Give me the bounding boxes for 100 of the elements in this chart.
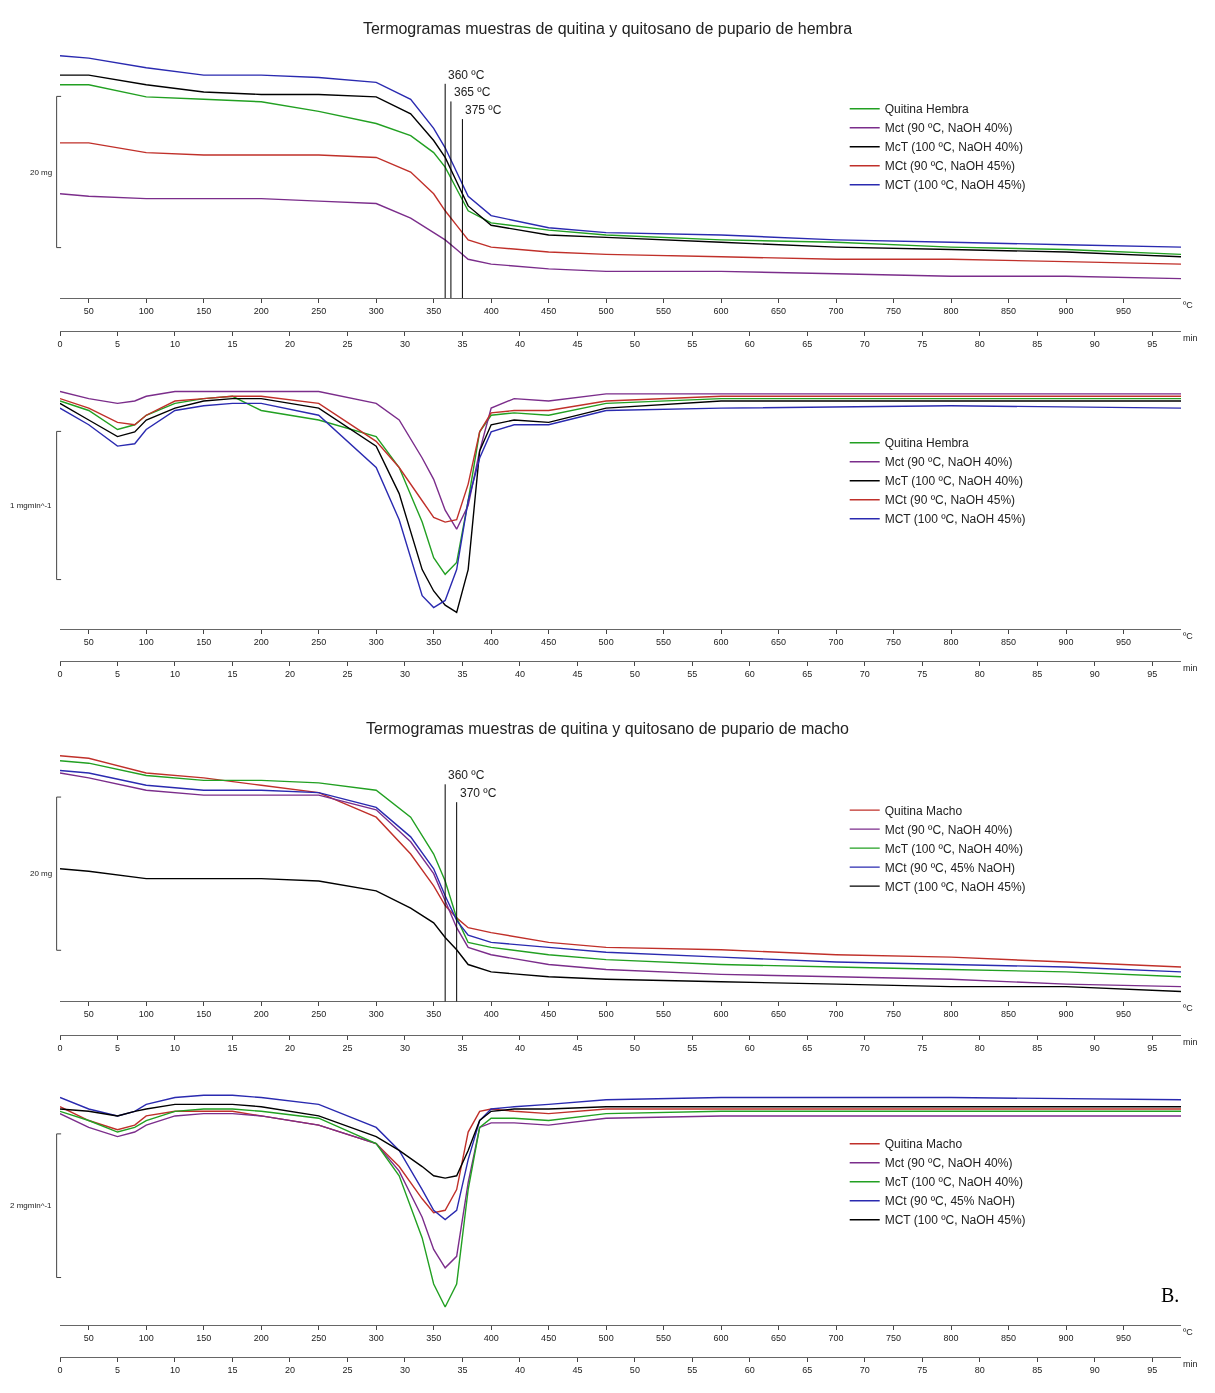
x-tick-label: 850	[1001, 305, 1017, 316]
x2-tick-label: 55	[687, 669, 698, 680]
x-tick-label: 700	[828, 636, 844, 647]
legend-label: Quitina Macho	[884, 803, 963, 818]
x2-tick-label: 50	[629, 338, 640, 349]
x2-axis-title: min	[1183, 1037, 1198, 1047]
x2-tick-label: 90	[1089, 338, 1100, 349]
x2-axis-title: min	[1183, 1359, 1198, 1369]
ref-line-label: 360 ºC	[448, 768, 485, 782]
ref-line-label: 360 ºC	[448, 68, 485, 82]
x-tick-label: 250	[311, 1333, 327, 1344]
x2-tick-label: 70	[859, 1042, 870, 1053]
y-axis-title: 1 mgmin^-1	[10, 501, 53, 510]
x-tick-label: 300	[368, 305, 384, 316]
legend-label: McT (100 ºC, NaOH 40%)	[884, 841, 1023, 856]
x-tick-label: 650	[771, 1333, 787, 1344]
x-tick-label: 600	[713, 1333, 729, 1344]
x-tick-label: 550	[656, 1333, 672, 1344]
x-tick-label: 100	[138, 305, 154, 316]
x2-tick-label: 35	[457, 1042, 468, 1053]
x2-tick-label: 70	[859, 338, 870, 349]
x-tick-label: 250	[311, 1009, 327, 1020]
x2-tick-label: 5	[114, 1042, 120, 1053]
x-tick-label: 500	[598, 305, 614, 316]
x-tick-label: 600	[713, 1009, 729, 1020]
x2-tick-label: 80	[974, 1042, 985, 1053]
x2-tick-label: 10	[169, 1042, 180, 1053]
x2-tick-label: 45	[572, 338, 583, 349]
x-tick-label: 750	[886, 636, 902, 647]
legend-label: McT (100 ºC, NaOH 40%)	[884, 1175, 1023, 1190]
x2-tick-label: 90	[1089, 669, 1100, 680]
legend-label: MCT (100 ºC, NaOH 45%)	[884, 879, 1026, 894]
x-tick-label: 50	[83, 636, 94, 647]
x-tick-label: 150	[196, 1009, 212, 1020]
x-tick-label: 150	[196, 1333, 212, 1344]
legend-label: MCT (100 ºC, NaOH 45%)	[884, 1213, 1026, 1228]
x-tick-label: 750	[886, 305, 902, 316]
x-tick-label: 550	[656, 305, 672, 316]
x-tick-label: 100	[138, 1333, 154, 1344]
legend-label: Mct (90 ºC, NaOH 40%)	[884, 455, 1013, 470]
x2-tick-label: 40	[514, 669, 525, 680]
x-tick-label: 200	[253, 636, 269, 647]
x-tick-label: 100	[138, 636, 154, 647]
x-tick-label: 300	[368, 1333, 384, 1344]
x2-tick-label: 10	[169, 338, 180, 349]
x2-tick-label: 15	[227, 1042, 238, 1053]
x2-tick-label: 95	[1147, 338, 1158, 349]
x-tick-label: 150	[196, 636, 212, 647]
x2-tick-label: 90	[1089, 1364, 1100, 1375]
legend-label: MCt (90 ºC, NaOH 45%)	[884, 493, 1016, 508]
x2-tick-label: 35	[457, 1364, 468, 1375]
x2-tick-label: 45	[572, 1042, 583, 1053]
x-tick-label: 900	[1058, 636, 1074, 647]
x2-tick-label: 5	[114, 338, 120, 349]
x-tick-label: 700	[828, 305, 844, 316]
x-tick-label: 700	[828, 1009, 844, 1020]
x-axis-title: ºC	[1183, 631, 1194, 641]
x2-tick-label: 95	[1147, 1364, 1158, 1375]
x-tick-label: 450	[541, 1333, 557, 1344]
x-tick-label: 550	[656, 1009, 672, 1020]
x-tick-label: 150	[196, 305, 212, 316]
x-tick-label: 600	[713, 305, 729, 316]
x2-tick-label: 75	[917, 338, 928, 349]
x2-tick-label: 5	[114, 1364, 120, 1375]
x-tick-label: 800	[943, 1009, 959, 1020]
x2-tick-label: 50	[629, 669, 640, 680]
y-axis-title: 2 mgmin^-1	[10, 1201, 53, 1210]
legend-label: McT (100 ºC, NaOH 40%)	[884, 474, 1023, 489]
legend-label: Mct (90 ºC, NaOH 40%)	[884, 822, 1013, 837]
legend-label: Mct (90 ºC, NaOH 40%)	[884, 1156, 1013, 1171]
x-tick-label: 850	[1001, 1009, 1017, 1020]
x-tick-label: 50	[83, 305, 94, 316]
x2-tick-label: 50	[629, 1364, 640, 1375]
ref-line-label: 365 ºC	[454, 85, 491, 99]
x2-tick-label: 75	[917, 669, 928, 680]
x2-tick-label: 80	[974, 1364, 985, 1375]
x2-tick-label: 25	[342, 338, 353, 349]
x-tick-label: 800	[943, 636, 959, 647]
x-tick-label: 750	[886, 1009, 902, 1020]
x2-tick-label: 90	[1089, 1042, 1100, 1053]
x-tick-label: 700	[828, 1333, 844, 1344]
x2-tick-label: 95	[1147, 669, 1158, 680]
x-tick-label: 650	[771, 636, 787, 647]
x2-tick-label: 15	[227, 338, 238, 349]
x-tick-label: 400	[483, 1333, 499, 1344]
x2-tick-label: 60	[744, 1364, 755, 1375]
legend-label: McT (100 ºC, NaOH 40%)	[884, 140, 1023, 155]
x-tick-label: 850	[1001, 1333, 1017, 1344]
x2-tick-label: 80	[974, 338, 985, 349]
x2-tick-label: 80	[974, 669, 985, 680]
x2-axis-title: min	[1183, 333, 1198, 343]
x2-tick-label: 30	[399, 1364, 410, 1375]
legend-label: MCt (90 ºC, 45% NaOH)	[884, 860, 1016, 875]
x2-tick-label: 15	[227, 669, 238, 680]
x-tick-label: 500	[598, 636, 614, 647]
x2-tick-label: 25	[342, 669, 353, 680]
x2-tick-label: 65	[802, 338, 813, 349]
x2-tick-label: 45	[572, 669, 583, 680]
x2-tick-label: 65	[802, 1042, 813, 1053]
x-tick-label: 50	[83, 1009, 94, 1020]
